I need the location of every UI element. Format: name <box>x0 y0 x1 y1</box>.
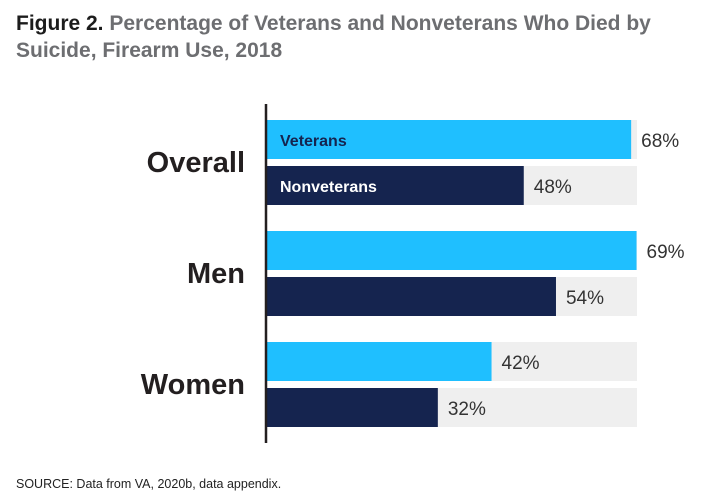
value-label-women-nonveterans: 32% <box>448 399 486 420</box>
source-note: SOURCE: Data from VA, 2020b, data append… <box>16 477 282 491</box>
bar-men-veterans <box>266 231 637 270</box>
bar-men-nonveterans <box>266 277 556 316</box>
figure-label: Figure 2. <box>16 12 104 35</box>
category-label-women: Women <box>141 369 245 401</box>
bar-overall-nonveterans <box>266 166 524 205</box>
category-label-overall: Overall <box>147 147 245 179</box>
value-label-overall-veterans: 68% <box>641 131 679 152</box>
value-label-men-veterans: 69% <box>647 242 685 263</box>
bar-women-veterans <box>266 342 492 381</box>
bar-overall-veterans <box>266 120 632 159</box>
series-label-veterans: Veterans <box>280 133 347 150</box>
category-label-men: Men <box>187 258 245 290</box>
value-label-men-nonveterans: 54% <box>566 288 604 309</box>
value-label-overall-nonveterans: 48% <box>534 177 572 198</box>
figure-title-text: Percentage of Veterans and Nonveterans W… <box>16 12 651 62</box>
series-label-nonveterans: Nonveterans <box>280 179 377 196</box>
value-label-women-veterans: 42% <box>502 353 540 374</box>
chart-title: Figure 2. Percentage of Veterans and Non… <box>16 10 721 64</box>
bar-women-nonveterans <box>266 388 438 427</box>
